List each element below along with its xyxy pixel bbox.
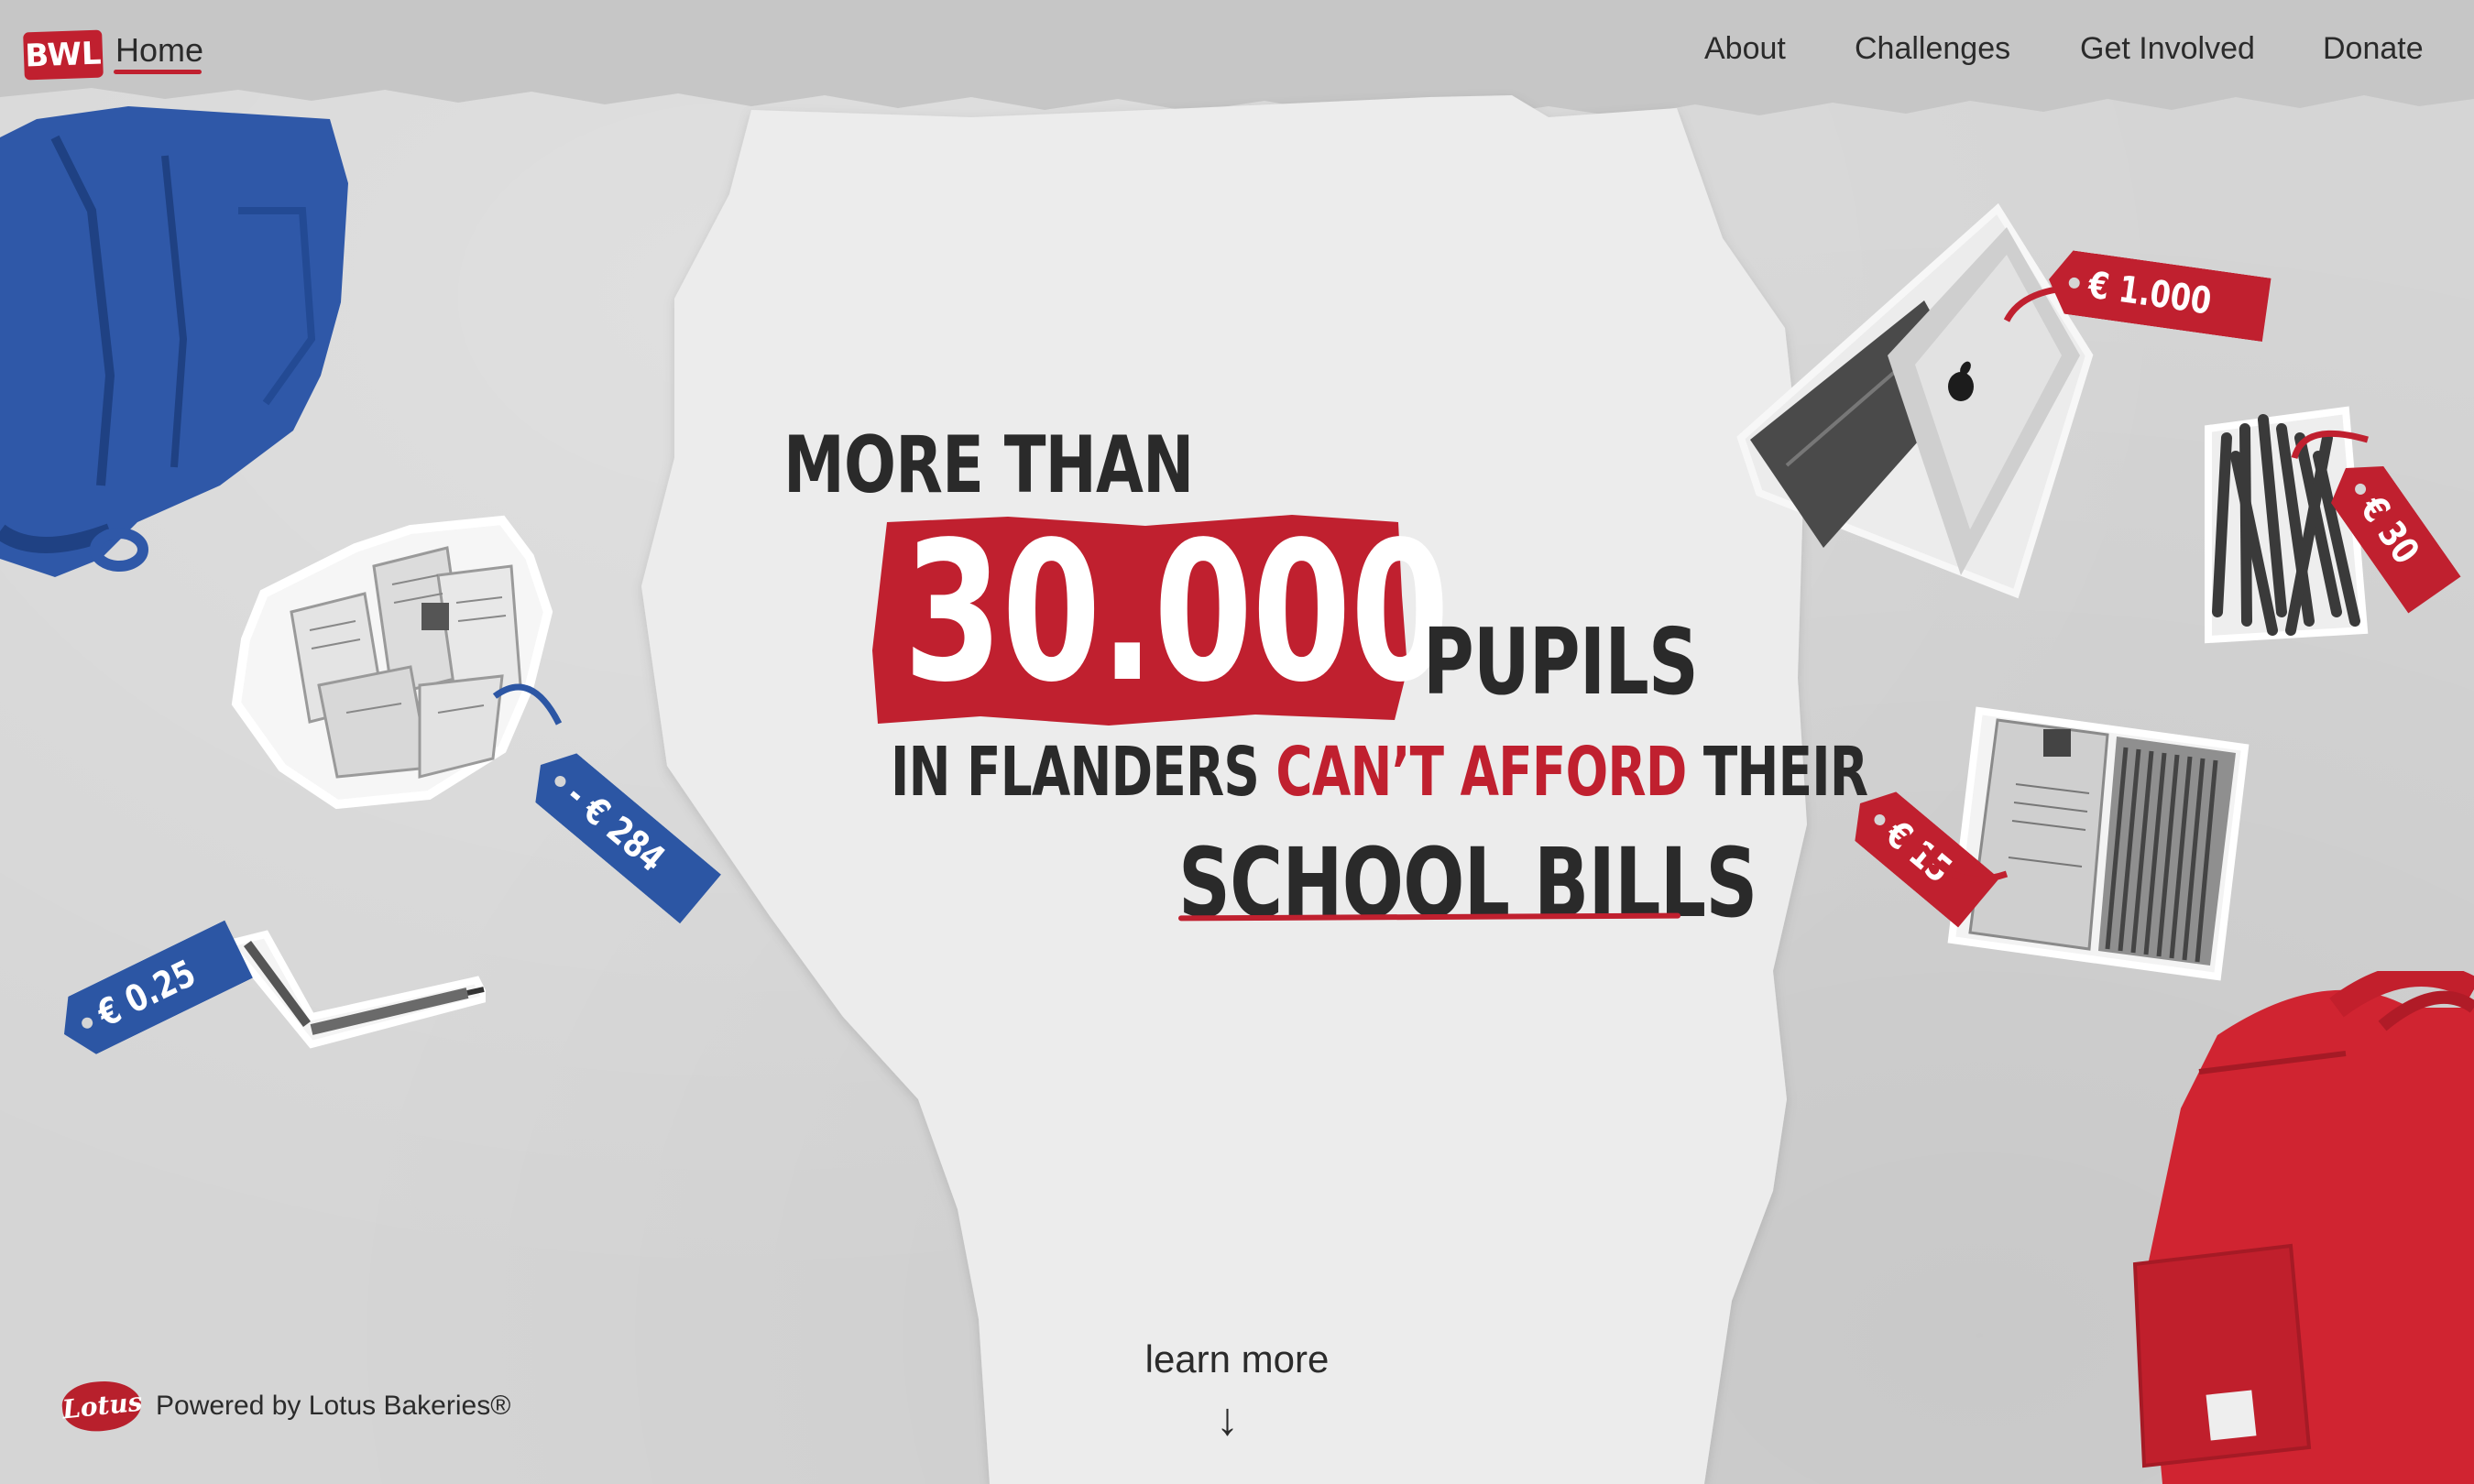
nav-donate-link[interactable]: Donate: [2323, 31, 2424, 66]
nav-about-link[interactable]: About: [1704, 31, 1786, 66]
hero-pupils-word: PUPILS: [1423, 608, 1699, 715]
hero-line3-highlight: CAN’T AFFORD: [1275, 733, 1687, 812]
blue-backpack-image: [0, 106, 348, 577]
nav-get-involved-link[interactable]: Get Involved: [2080, 31, 2255, 66]
receipts-tag-string: [492, 683, 563, 726]
top-navigation: BWL Home About Challenges Get Involved D…: [0, 0, 2474, 119]
nav-home-link[interactable]: Home: [115, 31, 204, 69]
red-torn-highlight: [872, 515, 1407, 726]
nav-challenges-link[interactable]: Challenges: [1855, 31, 2011, 66]
hero-line-cant-afford: IN FLANDERS CAN’T AFFORD THEIR: [891, 733, 1868, 812]
broken-pencil-image: [222, 930, 486, 1049]
markers-tag-string: [2291, 430, 2369, 460]
red-backpack-image: [2132, 971, 2474, 1484]
powered-by-text: Powered by Lotus Bakeries®: [156, 1391, 511, 1421]
hero-line-more-than: MORE THAN: [783, 420, 1194, 511]
hero-big-number: 30.000: [903, 500, 1450, 725]
markers-bundle-image: [2205, 406, 2369, 644]
apple-logo-icon: [1948, 361, 1974, 401]
arrow-down-icon[interactable]: ↓: [1216, 1393, 1239, 1445]
hero-line3-part2: THEIR: [1702, 733, 1868, 812]
pencil-tin-tag-string: [1921, 845, 2009, 883]
crumpled-receipts-image: [231, 515, 553, 810]
laptop-image: [1736, 202, 2094, 599]
pencil-tin-image: [1947, 706, 2250, 981]
home-underline: [114, 70, 202, 74]
hero-school-bills: SCHOOL BILLS: [1178, 827, 1757, 939]
learn-more-link[interactable]: learn more: [1144, 1337, 1330, 1380]
top-torn-paper-strip: [0, 0, 2474, 117]
hero-line3-part1: IN FLANDERS: [891, 733, 1260, 812]
bwl-logo[interactable]: BWL: [23, 29, 104, 81]
